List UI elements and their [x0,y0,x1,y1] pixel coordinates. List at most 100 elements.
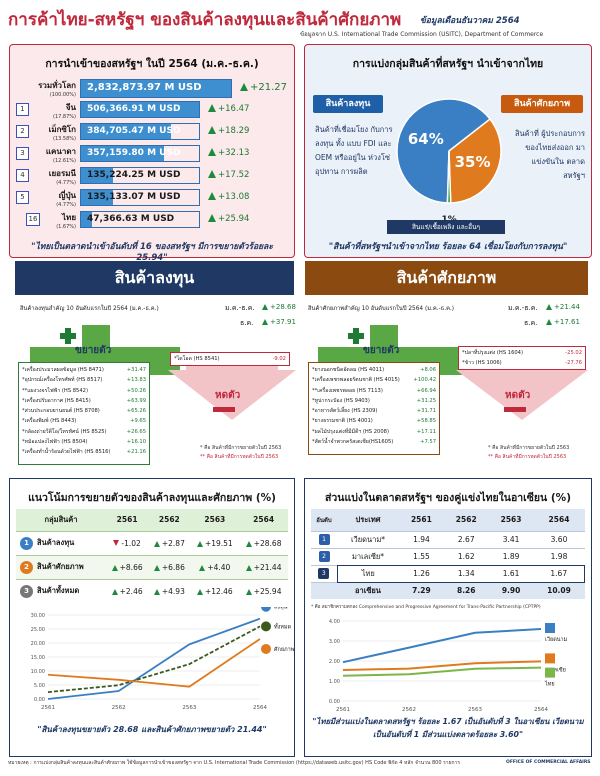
share-line-chart: 0.00 1.00 2.00 3.00 4.00 2561 2562 2563 2564 เวีย… [329,619,568,713]
series-line [342,666,542,677]
share-rank-cell: 1 [311,531,337,548]
list-item: *กล้องถ่ายวีดีโอ/โทรทัศน์ (HS 8525) +26.6… [22,427,146,437]
import-value: 135,133.07 M USD [87,192,181,202]
import-value: 357,159.80 M USD [87,148,181,158]
x-tick-label: 2562 [402,707,416,713]
growth-value: +25.94 [218,214,250,224]
rank-badge: 1 [16,103,29,116]
import-share: (1.67%) [56,224,76,230]
import-row-label: เม็กซิโก (13.58%) [20,123,76,142]
import-value: 2,832,873.97 M USD [87,82,202,93]
imports-title: การนำเข้าของสหรัฐฯ ในปี 2564 (ม.ค.-ธ.ค.) [45,58,259,70]
item-name: *ทูน่ากระป๋อง (HS 9403) [312,397,370,404]
item-value: +17.11 [416,428,436,435]
x-tick-label: 2563 [468,707,482,713]
import-value: 47,366.63 M USD [87,214,175,224]
invest-banner: สินค้าลงทุน [15,261,294,295]
invest-note-2: ** คือ สินค้าที่มีการหดตัวในปี 2563 [200,454,279,460]
share-value: 8.26 [456,586,476,596]
import-bar-fill [81,190,113,205]
import-bar-fill [81,124,171,139]
y-tick-label: 30.00 [31,613,45,619]
trend-title: แนวโน้มการขยายตัวของสินค้าลงทุนและศักยภา… [28,492,276,504]
y-tick-label: 4.00 [329,619,340,625]
up-arrow-icon [208,192,216,200]
list-item: *ยางนอกชนิดอัดลม (HS 4011) +8.06 [312,365,436,375]
share-value: 1.34 [443,564,489,583]
potential-tag: สินค้าศักยภาพ [501,95,583,113]
office-label: OFFICE OF COMMERCIAL AFFAIRS [506,760,591,765]
trend-row-name: สินค้าศักยภาพ [37,561,84,571]
item-name: *ส่วนประกอบยานยนต์ (HS 8708) [22,408,100,415]
list-item: *เครื่องประมวลผลข้อมูล (HS 8471) +31.47 [22,365,146,375]
item-name: *ปลาที่ปรุงแต่ง (HS 1604) [462,350,523,356]
group-panel: การแบ่งกลุ่มสินค้าที่สหรัฐฯ นำเข้าจากไทย… [304,44,592,258]
series-label: เวียดนาม [545,636,568,643]
share-header-cell: 2563 [500,515,522,525]
item-name: **เครื่องเพชรพลอย (HS 7113) [312,387,383,394]
share-header-cell: 2561 [410,515,432,525]
item-name: *เครื่องทำน้ำร้อนด้วยไฟฟ้า (HS 8516) [22,449,111,456]
trend-cell: +4.93 [148,579,190,603]
item-value: +66.94 [416,387,436,394]
rank-badge: 3 [318,568,330,579]
x-tick-label: 2564 [534,707,548,713]
trend-cell: +21.44 [239,555,288,579]
share-header-cell: อันดับ [316,516,332,524]
trend-row: 2 สินค้าศักยภาพ +8.66 +6.86 +4.40 +21.44 [16,555,288,579]
item-value: +13.83 [126,377,146,384]
trend-value: +6.86 [161,562,185,572]
invest-subtitle: สินค้าลงทุนสำคัญ 10 อันดับแรกในปี 2564 (… [20,306,159,312]
trend-row-label: 2 สินค้าศักยภาพ [16,555,106,579]
series-marker [261,643,271,654]
invest-total-value-2: +37.91 [262,318,296,326]
share-value: 1.67 [533,564,586,583]
item-name: *เครื่องประมวลผลข้อมูล (HS 8471) [22,367,104,373]
trend-value: +8.66 [119,562,143,572]
import-bar: 506,366.91 M USD [80,101,200,118]
import-value: 384,705.47 M USD [87,126,181,136]
trend-value: +2.46 [119,586,143,596]
import-value: 506,366.91 M USD [87,104,181,114]
import-share: (13.58%) [53,136,76,142]
import-country: รวมทั่วโลก [38,81,76,90]
item-name: *อุปกรณ์เครื่องโทรศัพท์ (HS 8517) [22,377,103,384]
trend-cell: +4.40 [190,555,239,579]
list-item: *เครื่องทำน้ำร้อนด้วยไฟฟ้า (HS 8516) +21.… [22,447,146,457]
trend-cell: +12.46 [190,579,239,603]
up-arrow-icon [208,126,216,134]
invest-total-label-1: ม.ค.-ธ.ค. [225,304,255,312]
list-item: *เครื่องพิมพ์ (HS 8443) +9.65 [22,416,146,426]
trend-row: 1 สินค้าลงทุน -1.02 +2.87 +19.51 +28.68 [16,531,288,555]
page-title: การค้าไทย-สหรัฐฯ ของสินค้าลงทุนและสินค้า… [8,10,402,30]
item-name: *สัตว์น้ำจำพวกครัสเตเชีย(HS1605) [312,439,394,446]
item-value: +31.25 [416,397,436,404]
flag-icon [545,653,555,664]
trend-header-cell: กลุ่มสินค้า [44,514,78,524]
rank-badge: 2 [318,551,330,562]
list-item: *ปลาที่ปรุงแต่ง (HS 1604) -25.02 [462,348,582,358]
item-value: +31.47 [126,367,146,373]
potential-total-value-2: +17.61 [546,318,580,326]
trend-value: +4.40 [207,562,231,572]
potential-total-label-2: ธ.ค. [524,319,538,327]
series-line [47,638,261,688]
import-country: เยอรมนี [48,169,76,178]
growth-value: +17.52 [218,170,250,180]
share-value: 1.98 [550,552,568,561]
item-name: **แผงวงจรไฟฟ้า (HS 8542) [22,387,88,394]
import-growth: +32.13 [208,148,249,158]
pie-slice [448,118,502,204]
group-quote: "สินค้าที่สหรัฐฯนำเข้าจากไทย ร้อยละ 64 เ… [328,242,568,252]
up-arrow-icon [245,564,252,571]
import-country: ญี่ปุ่น [58,191,76,200]
import-growth: +16.47 [208,104,249,114]
growth-value: +13.08 [218,192,250,202]
share-note: * คือ สมาชิกความตกลง Comprehensive and P… [311,605,541,610]
up-arrow-icon [245,588,252,595]
item-name: *เครื่องปรับอากาศ (HS 8415) [22,397,91,404]
date-note: ข้อมูลเดือนธันวาคม 2564 [420,16,520,26]
growth-value: +16.47 [218,104,250,114]
y-tick-label: 3.00 [329,639,340,645]
series-line [342,628,542,664]
